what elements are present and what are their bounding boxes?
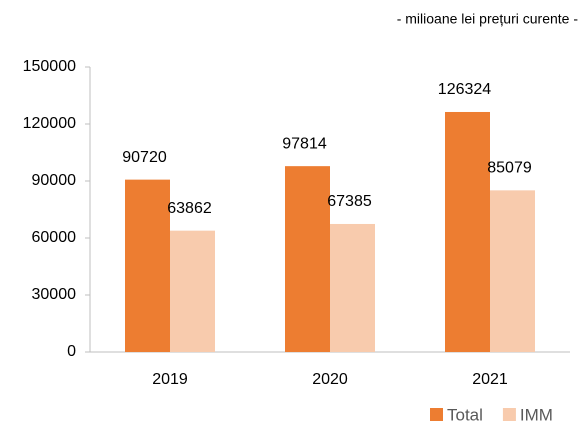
- y-tick-label: 120000: [23, 115, 76, 132]
- bar: [445, 111, 490, 352]
- y-tick-label: 60000: [32, 229, 77, 246]
- legend-label: IMM: [520, 405, 553, 424]
- bar: [330, 223, 375, 352]
- legend-label: Total: [447, 405, 483, 424]
- legend-swatch: [502, 408, 516, 421]
- x-tick-label: 2021: [472, 371, 508, 388]
- data-label: 97814: [282, 135, 327, 152]
- data-label: 67385: [327, 193, 372, 210]
- x-tick-label: 2019: [152, 371, 188, 388]
- y-tick-label: 30000: [32, 286, 77, 303]
- bar: [285, 166, 330, 352]
- data-label: 63862: [167, 200, 212, 217]
- bar: [125, 179, 170, 352]
- bar: [490, 190, 535, 352]
- data-label: 85079: [487, 160, 532, 177]
- data-label: 126324: [438, 81, 491, 98]
- x-tick-label: 2020: [312, 371, 348, 388]
- legend-swatch: [430, 408, 443, 421]
- chart-subtitle: - milioane lei prețuri curente -: [397, 11, 579, 27]
- bar: [170, 230, 215, 352]
- data-label: 90720: [122, 149, 167, 166]
- y-tick-label: 90000: [32, 172, 77, 189]
- y-tick-label: 0: [67, 343, 76, 360]
- y-tick-label: 150000: [23, 58, 76, 75]
